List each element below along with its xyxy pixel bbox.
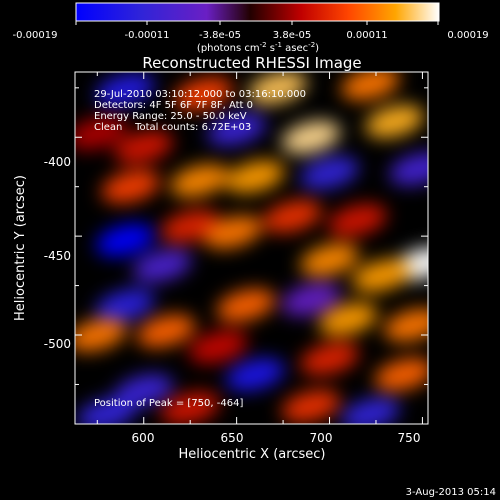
- heatmap-blob: [225, 358, 285, 392]
- heatmap-blob: [207, 112, 266, 146]
- heatmap-blob: [95, 223, 155, 257]
- heatmap-blob: [248, 72, 307, 105]
- heatmap-blob: [300, 156, 359, 190]
- chart-title: Reconstructed RHESSI Image: [142, 54, 361, 72]
- heatmap-blob: [281, 282, 341, 316]
- colorbar-tick-label-2: -3.8e-05: [199, 30, 241, 41]
- annotation-peak-position: Position of Peak = [750, -464]: [94, 398, 243, 409]
- heatmap-blob: [203, 215, 263, 249]
- heatmap-blob: [352, 259, 411, 293]
- heatmap-blob: [95, 73, 155, 107]
- y-axis-label: Heliocentric Y (arcsec): [13, 175, 28, 321]
- heatmap-blob: [101, 170, 160, 204]
- heatmap-blob: [300, 342, 359, 376]
- x-axis-label: Heliocentric X (arcsec): [179, 447, 326, 462]
- y-tick-label--450: -450: [44, 249, 71, 263]
- heatmap-blob: [341, 397, 400, 424]
- heatmap-blob: [133, 249, 192, 283]
- annotation-detectors: Detectors: 4F 5F 6F 7F 8F, Att 0: [94, 100, 253, 111]
- x-tick-label-700: 700: [310, 431, 333, 445]
- annotation-clean-counts: Clean Total counts: 6.72E+03: [94, 122, 251, 133]
- heatmap-blob: [114, 373, 173, 407]
- heatmap-image: [75, 72, 428, 424]
- heatmap-blob: [365, 104, 424, 138]
- colorbar: [75, 2, 440, 22]
- heatmap-blob: [281, 389, 341, 423]
- heatmap-blob: [216, 288, 276, 322]
- axes: [75, 72, 428, 424]
- heatmap-blob: [318, 302, 378, 336]
- x-tick-label-750: 750: [398, 431, 421, 445]
- heatmap-blob: [281, 120, 341, 154]
- heatmap-blob: [75, 318, 127, 352]
- heatmap-blob: [77, 397, 136, 424]
- heatmap-blob: [173, 77, 233, 111]
- heatmap-blob: [136, 314, 196, 348]
- annotation-energy-range: Energy Range: 25.0 - 50.0 keV: [94, 111, 247, 122]
- heatmap-blob: [114, 130, 173, 164]
- y-tick-label--400: -400: [44, 155, 71, 169]
- heatmap-blob: [328, 203, 387, 237]
- x-tick-label-650: 650: [221, 431, 244, 445]
- heatmap-blob: [225, 160, 285, 194]
- heatmap-blob: [341, 72, 400, 101]
- colorbar-tick-label-4: 0.00011: [346, 30, 387, 41]
- heatmap-blob: [160, 391, 220, 424]
- colorbar-tick-marks: [75, 21, 439, 25]
- colorbar-tick-label-1: -0.00011: [125, 30, 170, 41]
- x-tick-label-600: 600: [132, 431, 155, 445]
- annotation-time-range: 29-Jul-2010 03:10:12.000 to 03:16:10.000: [94, 89, 306, 100]
- heatmap-blob: [374, 358, 428, 392]
- heatmap-blob: [75, 116, 127, 150]
- y-tick-label--500: -500: [44, 337, 71, 351]
- colorbar-tick-label-5: 0.00019: [447, 30, 488, 41]
- heatmap-blob: [263, 199, 322, 233]
- plot-frame: [74, 71, 429, 425]
- colorbar-tick-label-3: 3.8e-05: [273, 30, 311, 41]
- heatmap-blob: [170, 164, 229, 198]
- colorbar-tick-label-0: -0.00019: [13, 30, 58, 41]
- heatmap-blob: [188, 330, 248, 364]
- heatmap-blob: [389, 152, 428, 186]
- heatmap-blob: [300, 243, 359, 277]
- heatmap-blob: [95, 288, 155, 322]
- footer-timestamp: 3-Aug-2013 05:14: [406, 487, 496, 498]
- colorbar-unit-label: (photons cm-2 s-1 asec-2): [197, 41, 319, 54]
